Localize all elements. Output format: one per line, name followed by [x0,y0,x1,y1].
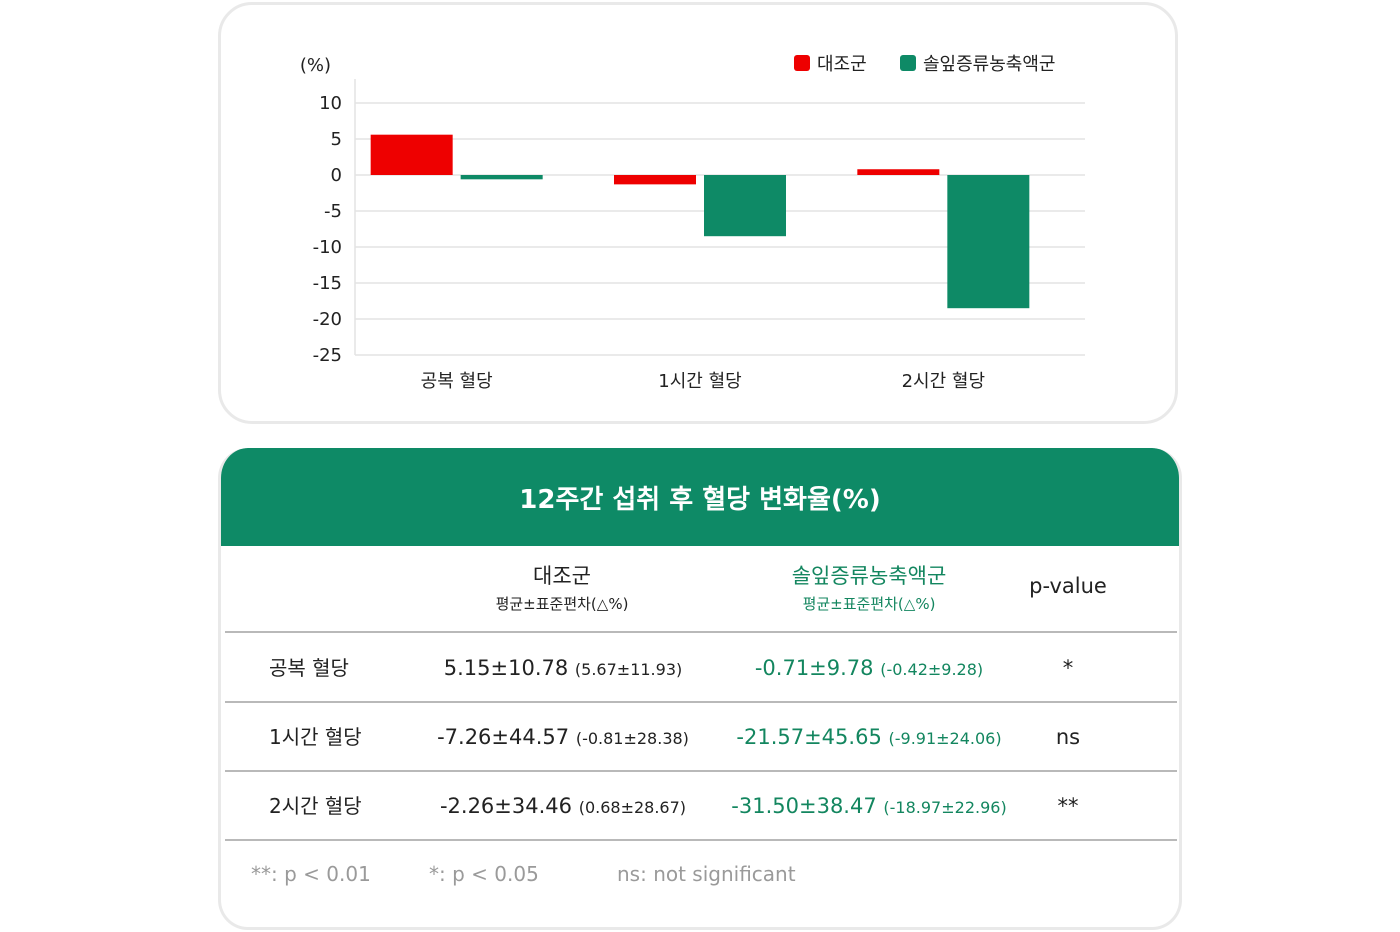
footnote: **: p < 0.01 [251,862,371,886]
col-head-pvalue: p-value [1007,574,1129,598]
table-row: 2시간 혈당 -2.26±34.46 (0.68±28.67) -31.50±3… [221,772,1179,840]
bar-control [857,169,940,175]
table-divider [225,701,1177,703]
col-head-treatment-sub: 평균±표준편차(△%) [802,595,936,613]
col-head-treatment: 솔잎증류농축액군 평균±표준편차(△%) [741,560,997,614]
bar-treatment [704,175,786,237]
table-title: 12주간 섭취 후 혈당 변화율(%) [221,448,1179,546]
p-value: * [1062,656,1074,680]
col-head-pvalue-main: p-value [1029,574,1107,598]
treatment-mean: -0.71±9.78 [754,656,874,680]
table-row: 1시간 혈당 -7.26±44.57 (-0.81±28.38) -21.57±… [221,703,1179,771]
table-divider [225,770,1177,772]
col-head-control-sub: 평균±표준편차(△%) [495,595,629,613]
y-tick-label: -15 [313,273,342,294]
x-category-label: 공복 혈당 [421,371,493,392]
row-label: 1시간 혈당 [269,725,362,749]
y-tick-label: 5 [331,129,342,150]
y-axis-ticks: 10 5 0 -5 -10 -15 -20 -25 [313,93,342,366]
bar-chart: 10 5 0 -5 -10 -15 -20 -25 공복 혈당 1시간 혈당 2시간 혈당 (%)… [300,54,1085,392]
control-value: -2.26±34.46 (0.68±28.67) [421,772,705,842]
chart-card: 10 5 0 -5 -10 -15 -20 -25 공복 혈당 1시간 혈당 2시간 혈당 (%)… [218,2,1178,424]
chart-bars [370,134,1030,309]
col-head-control: 대조군 평균±표준편차(△%) [444,560,680,614]
control-mean: 5.15±10.78 [443,656,569,680]
control-value: 5.15±10.78 (5.67±11.93) [421,634,705,704]
y-tick-label: -10 [313,237,342,258]
legend-swatch-control [794,55,810,71]
table-divider [225,839,1177,841]
table-row: 공복 혈당 5.15±10.78 (5.67±11.93) -0.71±9.78… [221,634,1179,702]
control-sub: (0.68±28.67) [578,798,687,817]
y-tick-label: 10 [319,93,342,114]
control-value: -7.26±44.57 (-0.81±28.38) [421,703,705,773]
treatment-mean: -31.50±38.47 [731,794,877,818]
row-label: 2시간 혈당 [269,794,362,818]
legend-label-treatment: 솔잎증류농축액군 [923,54,1055,75]
treatment-value: -31.50±38.47 (-18.97±22.96) [721,772,1017,842]
p-value: ns [1055,725,1081,749]
row-label: 공복 혈당 [269,656,349,680]
x-category-label: 2시간 혈당 [902,371,985,392]
footnotes: **: p < 0.01 *: p < 0.05 ns: not signifi… [221,862,1179,902]
treatment-mean: -21.57±45.65 [736,725,882,749]
y-tick-label: -25 [313,345,342,366]
y-axis-unit: (%) [300,55,331,76]
treatment-value: -21.57±45.65 (-9.91±24.06) [721,703,1017,773]
treatment-sub: (-0.42±9.28) [880,660,984,679]
legend-swatch-treatment [900,55,916,71]
y-tick-label: 0 [331,165,342,186]
treatment-value: -0.71±9.78 (-0.42±9.28) [721,634,1017,704]
footnote: ns: not significant [617,862,796,886]
treatment-sub: (-18.97±22.96) [883,798,1007,817]
bar-treatment [460,175,543,180]
table-divider [225,631,1177,633]
legend-label-control: 대조군 [817,54,867,75]
control-sub: (5.67±11.93) [574,660,683,679]
p-value: ** [1057,794,1079,818]
results-table: 12주간 섭취 후 혈당 변화율(%) 대조군 평균±표준편차(△%) 솔잎증류… [218,448,1182,930]
col-head-treatment-main: 솔잎증류농축액군 [791,564,947,588]
legend: 대조군 솔잎증류농축액군 [794,54,1055,75]
bar-treatment [947,175,1030,309]
col-head-control-main: 대조군 [533,564,591,588]
bar-control [614,175,696,185]
x-axis-categories: 공복 혈당 1시간 혈당 2시간 혈당 [421,371,985,392]
control-mean: -7.26±44.57 [437,725,570,749]
y-tick-label: -20 [313,309,342,330]
x-category-label: 1시간 혈당 [658,371,741,392]
control-mean: -2.26±34.46 [439,794,573,818]
treatment-sub: (-9.91±24.06) [888,729,1002,748]
y-tick-label: -5 [324,201,342,222]
footnote: *: p < 0.05 [429,862,539,886]
bar-control [370,134,453,175]
control-sub: (-0.81±28.38) [575,729,689,748]
